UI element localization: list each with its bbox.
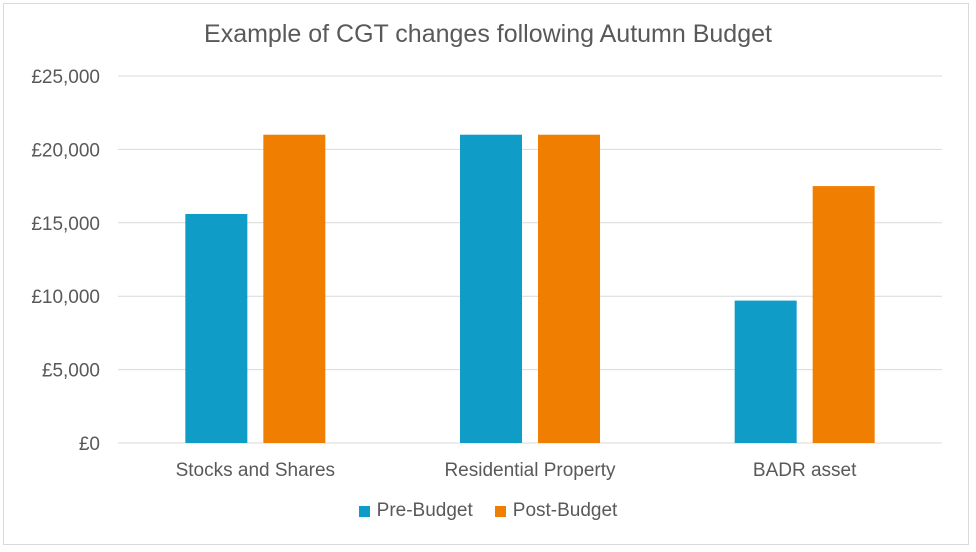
bar-post-budget (538, 134, 600, 443)
bar-pre-budget (734, 300, 797, 443)
bar-post-budget (263, 134, 326, 443)
y-tick-label: £25,000 (31, 67, 100, 88)
legend-label-pre-budget: Pre-Budget (376, 500, 473, 521)
y-tick-label: £0 (79, 434, 100, 455)
chart-title: Example of CGT changes following Autumn … (204, 20, 772, 48)
x-tick-label: BADR asset (753, 460, 857, 481)
legend: Pre-Budget Post-Budget (0, 500, 976, 522)
bar-pre-budget (460, 134, 522, 443)
bar-pre-budget (185, 213, 248, 443)
y-tick-label: £15,000 (31, 214, 100, 235)
legend-swatch-post-budget (494, 505, 506, 517)
x-tick-label: Residential Property (444, 460, 616, 481)
y-tick-label: £10,000 (31, 287, 100, 308)
legend-label-post-budget: Post-Budget (512, 500, 618, 521)
legend-item-pre-budget: Pre-Budget (358, 500, 473, 522)
legend-swatch-pre-budget (358, 505, 370, 517)
legend-item-post-budget: Post-Budget (494, 500, 618, 522)
bar-post-budget (812, 186, 875, 443)
x-tick-label: Stocks and Shares (176, 460, 335, 481)
y-tick-label: £20,000 (31, 140, 100, 161)
y-tick-label: £5,000 (42, 361, 100, 382)
